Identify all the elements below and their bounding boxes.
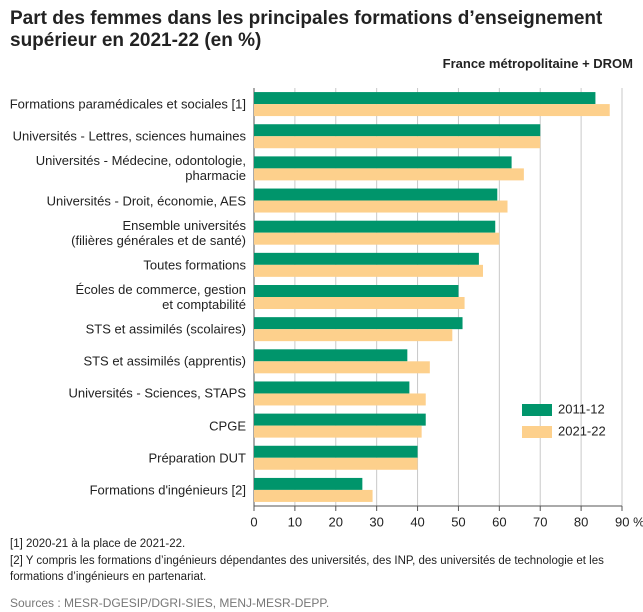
x-tick-label: 80	[574, 514, 588, 529]
bar	[254, 252, 479, 265]
y-tick-label: Préparation DUT	[148, 450, 246, 466]
chart-title: Part des femmes dans les principales for…	[10, 8, 603, 51]
source: Sources : MESR-DGESIP/DGRI-SIES, MENJ-ME…	[10, 596, 330, 610]
bar	[254, 124, 541, 137]
y-tick-label: Formations paramédicales et sociales [1]	[9, 96, 246, 112]
bar	[254, 445, 418, 458]
x-tick-label: 10	[288, 514, 302, 529]
bar	[254, 232, 500, 245]
x-tick-label: 30	[369, 514, 383, 529]
y-tick-label: Universités - Sciences, STAPS	[68, 385, 246, 401]
chart-subtitle: France métropolitaine + DROM	[442, 56, 633, 71]
bar	[254, 329, 453, 342]
x-tick-label: 20	[329, 514, 343, 529]
y-tick-label: CPGE	[209, 418, 246, 434]
bar	[254, 188, 498, 201]
bar	[254, 200, 508, 213]
x-tick-label: 60	[492, 514, 506, 529]
bar	[254, 425, 422, 438]
bar	[254, 285, 459, 297]
bar	[254, 297, 465, 309]
legend-swatch	[522, 404, 552, 416]
bar	[254, 220, 496, 233]
bar	[254, 413, 426, 426]
x-tick-label: 40	[410, 514, 424, 529]
bar	[254, 477, 363, 490]
bar	[254, 264, 483, 277]
y-tick-label: STS et assimilés (apprentis)	[83, 353, 246, 369]
y-tick-label: Universités - Lettres, sciences humaines	[12, 128, 246, 144]
legend-swatch	[522, 426, 552, 438]
bar	[254, 168, 524, 181]
y-tick-label: Écoles de commerce, gestion et comptabil…	[75, 282, 246, 312]
bar	[254, 489, 373, 502]
y-tick-label: Toutes formations	[143, 257, 246, 273]
x-tick-label: 70	[533, 514, 547, 529]
legend-label: 2021-22	[558, 423, 606, 438]
bar	[254, 381, 410, 394]
footnote: [1] 2020-21 à la place de 2021-22.	[10, 538, 186, 550]
y-tick-label: Universités - Droit, économie, AES	[46, 193, 246, 209]
footnote: [2] Y compris les formations d’ingénieur…	[10, 555, 604, 583]
bar	[254, 349, 408, 362]
y-tick-label: Universités - Médecine, odontologie, pha…	[35, 153, 246, 184]
bar	[254, 361, 430, 374]
y-tick-label: Ensemble universités (filières générales…	[71, 217, 246, 248]
bar	[254, 92, 596, 105]
legend-label: 2011-12	[558, 401, 605, 416]
x-tick-label: 90 %	[615, 514, 643, 529]
y-tick-label: STS et assimilés (scolaires)	[85, 321, 246, 337]
bar	[254, 317, 463, 330]
x-tick-label: 0	[250, 514, 257, 529]
bar	[254, 393, 426, 406]
bar	[254, 457, 418, 470]
bar	[254, 156, 512, 169]
x-tick-label: 50	[451, 514, 465, 529]
bar	[254, 136, 541, 149]
y-tick-label: Formations d'ingénieurs [2]	[89, 482, 246, 498]
bar	[254, 104, 610, 117]
